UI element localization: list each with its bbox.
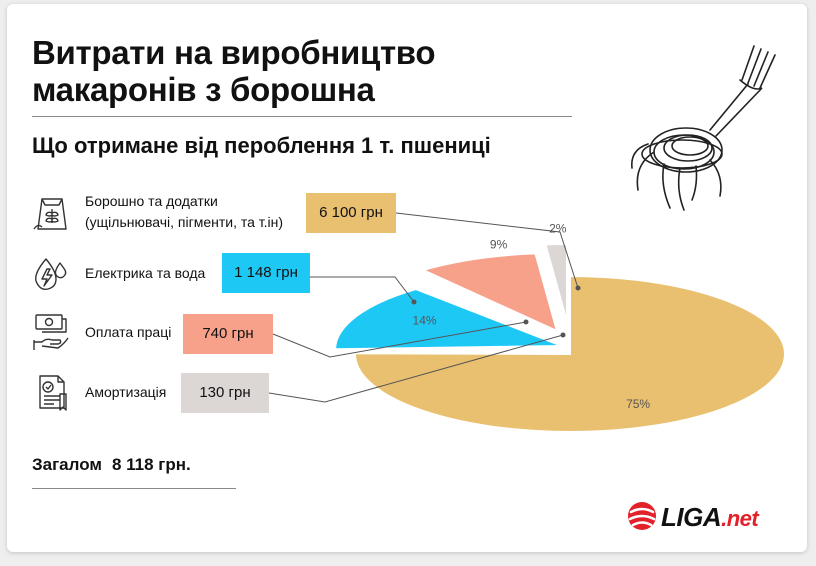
pie-slice-flour [354, 274, 786, 433]
chart-subtitle: Що отримане від пероблення 1 т. пшениці [32, 133, 491, 158]
value-box-wages: 740 грн [183, 314, 273, 354]
connector-line-electricity [310, 276, 415, 303]
pie-slice-amortization [544, 242, 568, 323]
pie-percent-label-electricity: 14% [413, 314, 437, 328]
value-box-amortization: 130 грн [181, 373, 269, 413]
connector-line-flour [395, 212, 579, 289]
legend-label-electricity: Електрика та вода [85, 265, 206, 281]
total-divider [32, 488, 236, 489]
connector-dot-wages [523, 319, 529, 325]
pie-percent-label-wages: 9% [490, 237, 508, 251]
connector-dot-electricity [411, 299, 417, 305]
legend-label-amortization: Амортизація [85, 384, 167, 400]
liga-logo-suffix: .net [721, 506, 759, 531]
liga-logo: LIGA.net [627, 500, 789, 534]
pie-slice-electricity [333, 287, 563, 351]
connector-line-amortization [268, 334, 564, 403]
total-label: Загалом [32, 455, 102, 474]
flour-bag-icon [33, 198, 67, 230]
title-line-1: Витрати на виробництво [32, 34, 436, 71]
connector-dot-amortization [560, 332, 566, 338]
pie-slice-wages [420, 252, 559, 333]
liga-logo-icon [628, 502, 656, 530]
pie-percent-label-amortization: 2% [549, 222, 567, 236]
legend-label-flour-line1: Борошно та додатки [85, 193, 218, 209]
title-divider [32, 116, 572, 117]
title-line-2: макаронів з борошна [32, 71, 375, 108]
connector-dot-flour [575, 285, 581, 291]
amortization-doc-icon [39, 375, 67, 411]
lightning-drop-icon [35, 258, 67, 291]
page-title: Витрати на виробництво макаронів з борош… [32, 34, 436, 108]
pie-percent-label-flour: 75% [626, 397, 650, 411]
connector-line-wages [272, 321, 527, 358]
legend-label-flour-line2: (ущільнювачі, пігменти, та т.ін) [85, 214, 284, 230]
wage-hand-icon [33, 314, 69, 350]
infographic-card [7, 4, 807, 552]
total-line: Загалом 8 118 грн. [32, 455, 191, 475]
legend-label-wages: Оплата праці [85, 324, 172, 340]
liga-logo-main: LIGA [661, 502, 722, 532]
fork-pasta-icon [631, 45, 776, 211]
total-value: 8 118 грн. [111, 455, 191, 474]
value-box-flour: 6 100 грн [306, 193, 396, 233]
legend-label-flour: Борошно та додатки (ущільнювачі, пігмент… [85, 191, 283, 233]
liga-logo-text: LIGA.net [661, 502, 759, 533]
value-box-electricity: 1 148 грн [222, 253, 310, 293]
